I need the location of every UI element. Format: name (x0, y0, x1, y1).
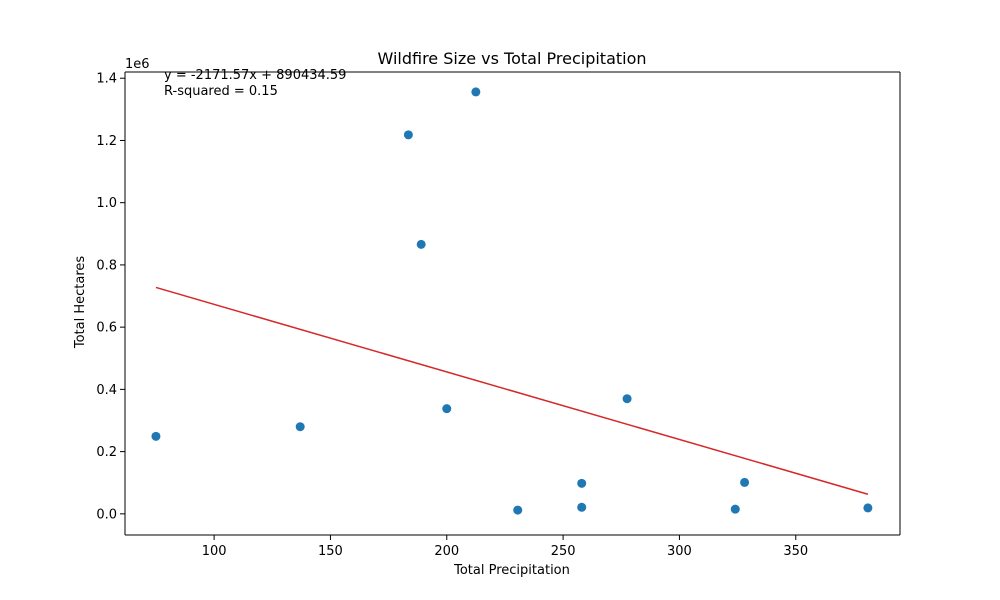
x-tick-label: 350 (783, 544, 808, 559)
plot-area (124, 71, 901, 536)
x-axis-label: Total Precipitation (453, 563, 570, 578)
y-tick-label: 1.4 (96, 72, 117, 87)
y-tick-label: 0.8 (96, 258, 117, 273)
chart-title: Wildfire Size vs Total Precipitation (377, 49, 646, 68)
x-tick-label: 200 (434, 544, 459, 559)
data-point (730, 504, 740, 514)
data-point (622, 394, 632, 404)
y-tick-label: 1.2 (96, 134, 117, 149)
x-tick-label: 100 (202, 544, 227, 559)
plot-background (125, 72, 900, 535)
y-tick-label: 0.4 (96, 383, 117, 398)
x-tick-label: 250 (551, 544, 576, 559)
axis-ticks: 100 150 200 250 300 350 0.0 0.2 0.4 0.6 0.8 1.0 1.2 1… (96, 72, 808, 559)
data-point (471, 87, 481, 97)
y-tick-label: 0.0 (96, 507, 117, 522)
chart-marks (151, 87, 873, 515)
data-point (577, 478, 587, 488)
r-squared-label: R-squared = 0.15 (164, 84, 278, 99)
data-point (295, 422, 305, 432)
y-tick-label: 0.6 (96, 321, 117, 336)
data-point (442, 404, 452, 414)
y-tick-label: 1.0 (96, 196, 117, 211)
y-tick-label: 0.2 (96, 445, 117, 460)
regression-equation: y = -2171.57x + 890434.59 (164, 68, 346, 83)
y-axis-multiplier: 1e6 (125, 57, 150, 72)
x-tick-label: 150 (318, 544, 343, 559)
y-axis-label: Total Hectares (73, 256, 88, 350)
data-point (151, 431, 161, 441)
data-point (403, 130, 413, 140)
x-tick-label: 300 (667, 544, 692, 559)
regression-line (155, 286, 869, 495)
data-point (416, 239, 426, 249)
data-point (577, 502, 587, 512)
data-point (740, 477, 750, 487)
data-point (513, 505, 523, 515)
data-point (863, 503, 873, 513)
